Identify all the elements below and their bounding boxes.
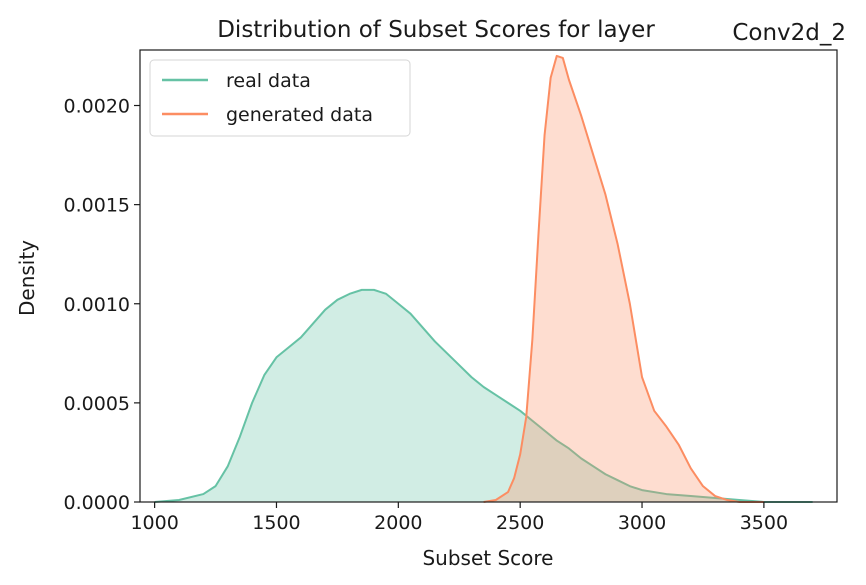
series-area-1 (154, 289, 813, 502)
x-axis: 1000 1500 2000 2500 3000 3500 (130, 502, 788, 534)
legend-label-2: generated data (226, 104, 373, 126)
y-axis-label: Density (15, 240, 39, 316)
series-line-2 (483, 54, 764, 503)
y-tick-label: 0.0020 (64, 96, 130, 118)
x-tick-label: 2500 (496, 512, 544, 534)
x-tick-label: 2000 (374, 512, 422, 534)
x-tick-label: 1000 (130, 512, 178, 534)
chart-title-suffix: Conv2d_2 (732, 20, 846, 46)
chart-title: Distribution of Subset Scores for layer (217, 17, 655, 43)
legend-label-1: real data (226, 70, 311, 92)
y-tick-label: 0.0000 (64, 492, 130, 514)
x-axis-label: Subset Score (422, 546, 553, 570)
plot-area (154, 54, 813, 503)
x-tick-label: 3500 (740, 512, 788, 534)
plot-frame (139, 49, 838, 503)
x-tick-label: 1500 (252, 512, 300, 534)
y-tick-label: 0.0005 (64, 393, 130, 415)
legend: real data generated data (149, 59, 411, 137)
legend-frame (149, 59, 411, 137)
y-tick-label: 0.0010 (64, 294, 130, 316)
y-tick-label: 0.0015 (64, 195, 130, 217)
y-axis: 0.0000 0.0005 0.0010 0.0015 0.0020 (64, 96, 140, 514)
x-tick-label: 3000 (618, 512, 666, 534)
series-line-1 (154, 288, 813, 503)
